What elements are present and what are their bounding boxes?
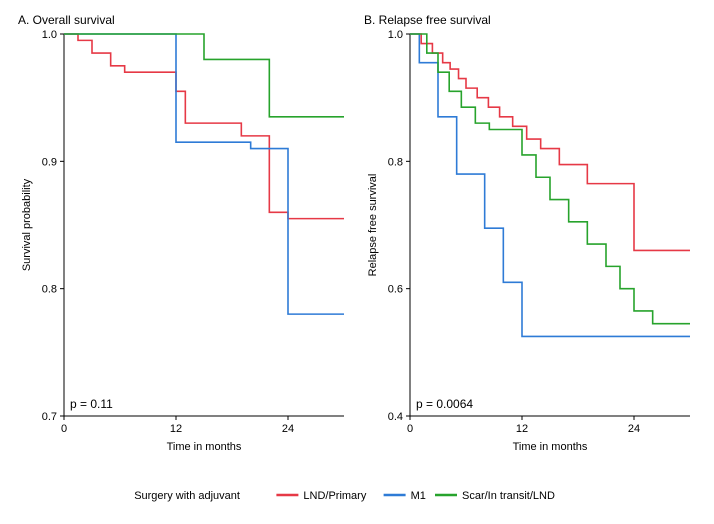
y-axis-title: Relapse free survival: [367, 174, 379, 277]
km-series-m1: [64, 34, 344, 314]
legend-title: Surgery with adjuvant: [134, 490, 240, 502]
km-series-scar-in-transit-lnd: [410, 34, 690, 324]
km-series-lnd-primary: [64, 34, 344, 219]
y-axis-title: Survival probability: [21, 178, 33, 271]
x-tick-label: 24: [628, 423, 640, 435]
km-series-scar-in-transit-lnd: [64, 34, 344, 117]
legend: Surgery with adjuvant LND/Primary M1 Scar/I…: [0, 481, 714, 511]
x-tick-label: 0: [61, 423, 67, 435]
legend-item-label: Scar/In transit/LND: [462, 490, 555, 502]
panel-a: A. Overall survival 0 12 24 0.7 0.8 0.9 1.0 Time…: [16, 12, 352, 460]
x-tick-label: 12: [516, 423, 528, 435]
x-tick-label: 12: [170, 423, 182, 435]
x-tick-label: 0: [407, 423, 413, 435]
y-tick-label: 0.8: [388, 156, 403, 168]
km-figure: A. Overall survival 0 12 24 0.7 0.8 0.9 1.0 Time…: [0, 0, 714, 524]
panel-title: A. Overall survival: [18, 13, 115, 27]
p-value-label: p = 0.0064: [416, 397, 473, 411]
panel-title: B. Relapse free survival: [364, 13, 491, 27]
y-tick-label: 0.9: [42, 156, 57, 168]
legend-item-label: M1: [411, 490, 426, 502]
y-tick-label: 0.4: [388, 411, 403, 423]
x-tick-label: 24: [282, 423, 294, 435]
y-tick-label: 0.7: [42, 411, 57, 423]
km-series-lnd-primary: [410, 34, 690, 250]
x-axis-title: Time in months: [167, 441, 242, 453]
p-value-label: p = 0.11: [70, 397, 113, 411]
y-tick-label: 1.0: [42, 29, 57, 41]
legend-item-label: LND/Primary: [303, 490, 366, 502]
panel-b: B. Relapse free survival 0 12 24 0.4 0.6 0.8 1.…: [362, 12, 698, 460]
x-axis-title: Time in months: [513, 441, 588, 453]
y-tick-label: 0.6: [388, 284, 403, 296]
y-tick-label: 0.8: [42, 284, 57, 296]
y-tick-label: 1.0: [388, 29, 403, 41]
